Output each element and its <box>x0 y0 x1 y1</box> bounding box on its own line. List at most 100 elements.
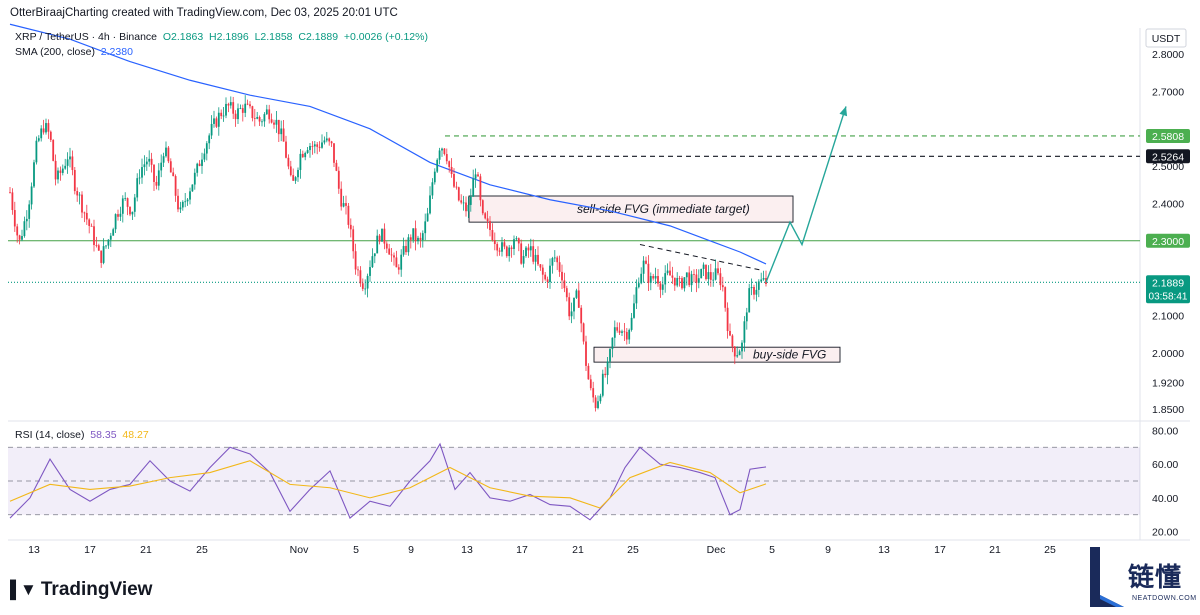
candle-body <box>508 247 511 257</box>
candle-body <box>107 239 110 246</box>
candle-body <box>397 267 400 270</box>
candle-body <box>443 148 446 155</box>
candle-body <box>309 145 311 151</box>
candle-body <box>155 181 158 186</box>
candle-body <box>426 213 429 222</box>
candle-body <box>253 118 256 119</box>
fvg-zone-label: sell-side FVG (immediate target) <box>577 202 750 216</box>
candle-body <box>726 307 729 331</box>
candle-body <box>604 373 607 376</box>
candle-body <box>544 274 547 280</box>
candle-body <box>294 177 297 181</box>
candle-body <box>45 123 47 133</box>
sma-label: SMA (200, close) <box>15 46 95 58</box>
candle-body <box>705 264 707 280</box>
candle-body <box>361 283 364 289</box>
candle-body <box>513 239 515 249</box>
candle-body <box>268 109 271 120</box>
fvg-zone <box>468 195 794 223</box>
rsi-ma-value: 48.27 <box>122 429 149 441</box>
candle-body <box>712 279 715 281</box>
candle-body <box>33 162 35 187</box>
candle-body <box>393 255 395 258</box>
time-tick-label: 21 <box>989 544 1001 556</box>
candle-body <box>412 228 415 240</box>
candle-body <box>395 257 398 268</box>
candle-body <box>431 182 434 196</box>
candle-body <box>637 283 640 288</box>
candle-body <box>616 327 619 331</box>
candle-body <box>609 349 611 362</box>
time-tick-label: 13 <box>878 544 890 556</box>
candle-body <box>654 276 657 279</box>
candle-body <box>258 117 261 122</box>
candle-body <box>573 297 575 312</box>
projection-path <box>765 106 847 283</box>
candle-body <box>568 297 571 317</box>
candle-body <box>479 176 482 201</box>
candle-body <box>376 235 379 254</box>
candle-body <box>196 163 199 173</box>
rsi-legend[interactable]: RSI (14, close) 58.35 48.27 <box>15 429 149 441</box>
time-tick-label: 25 <box>196 544 208 556</box>
candle-body <box>753 287 755 295</box>
candle-body <box>184 201 187 203</box>
candle-body <box>659 283 662 290</box>
candle-body <box>297 169 299 178</box>
candle-body <box>640 273 643 284</box>
candle-body <box>280 128 283 135</box>
candle-body <box>558 262 561 272</box>
rsi-label: RSI (14, close) <box>15 429 85 441</box>
candle-body <box>337 170 340 189</box>
candle-body <box>551 258 554 266</box>
candle-body <box>167 147 170 162</box>
candle-body <box>477 174 479 177</box>
fvg-zone-label: buy-side FVG <box>753 348 826 362</box>
candle-body <box>18 235 21 240</box>
candle-body <box>117 214 119 217</box>
candle-body <box>621 331 623 333</box>
candle-body <box>71 156 74 171</box>
candle-body <box>61 168 64 173</box>
candle-body <box>436 159 439 172</box>
candle-body <box>364 288 367 290</box>
candle-body <box>448 161 451 167</box>
candle-body <box>491 230 494 241</box>
candle-body <box>525 247 527 257</box>
candle-body <box>553 257 556 259</box>
candle-body <box>417 237 419 242</box>
candle-body <box>649 276 652 283</box>
candle-body <box>441 148 443 151</box>
candle-body <box>681 278 683 289</box>
candle-body <box>630 317 633 330</box>
candle-body <box>244 103 247 113</box>
symbol-name[interactable]: XRP / TetherUS · 4h · Binance <box>15 31 158 43</box>
candle-body <box>664 273 667 285</box>
candle-body <box>385 243 388 249</box>
sma-legend[interactable]: SMA (200, close) 2.2380 <box>15 46 133 58</box>
candle-body <box>409 237 412 240</box>
candle-body <box>405 245 407 253</box>
candle-body <box>181 201 184 208</box>
candle-body <box>453 173 455 187</box>
candle-body <box>261 121 263 123</box>
candle-body <box>172 172 175 177</box>
tradingview-logo[interactable]: ▌▼ TradingView <box>10 579 152 601</box>
candle-body <box>642 260 645 274</box>
candle-body <box>378 235 381 242</box>
candle-body <box>229 102 232 106</box>
candle-body <box>40 128 43 139</box>
symbol-legend[interactable]: XRP / TetherUS · 4h · Binance O2.1863 H2… <box>15 31 428 43</box>
candle-body <box>743 321 746 343</box>
currency-box[interactable] <box>1145 28 1187 48</box>
candle-body <box>232 102 235 114</box>
price-level-tag <box>1146 149 1190 164</box>
candle-body <box>198 163 201 166</box>
candle-body <box>256 117 259 119</box>
open-value: O2.1863 <box>162 31 204 43</box>
candle-body <box>373 253 376 257</box>
candle-body <box>486 218 489 222</box>
candle-body <box>299 153 302 170</box>
candle-body <box>371 256 374 268</box>
